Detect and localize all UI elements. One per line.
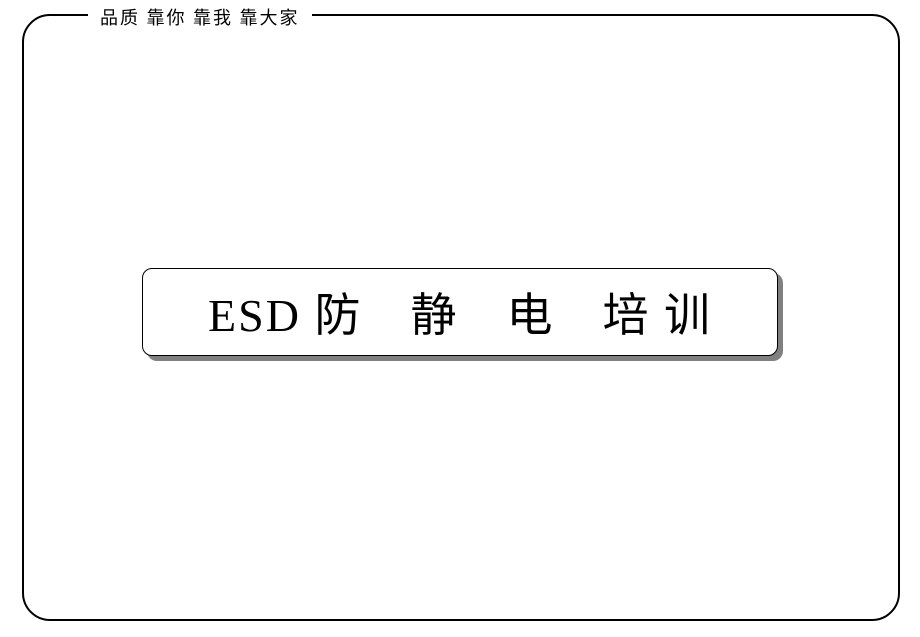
slide-title: ESD 防 静 电 培 训 [208, 279, 712, 345]
header-slogan: 品质 靠你 靠我 靠大家 [88, 4, 312, 30]
title-box: ESD 防 静 电 培 训 [142, 268, 778, 356]
